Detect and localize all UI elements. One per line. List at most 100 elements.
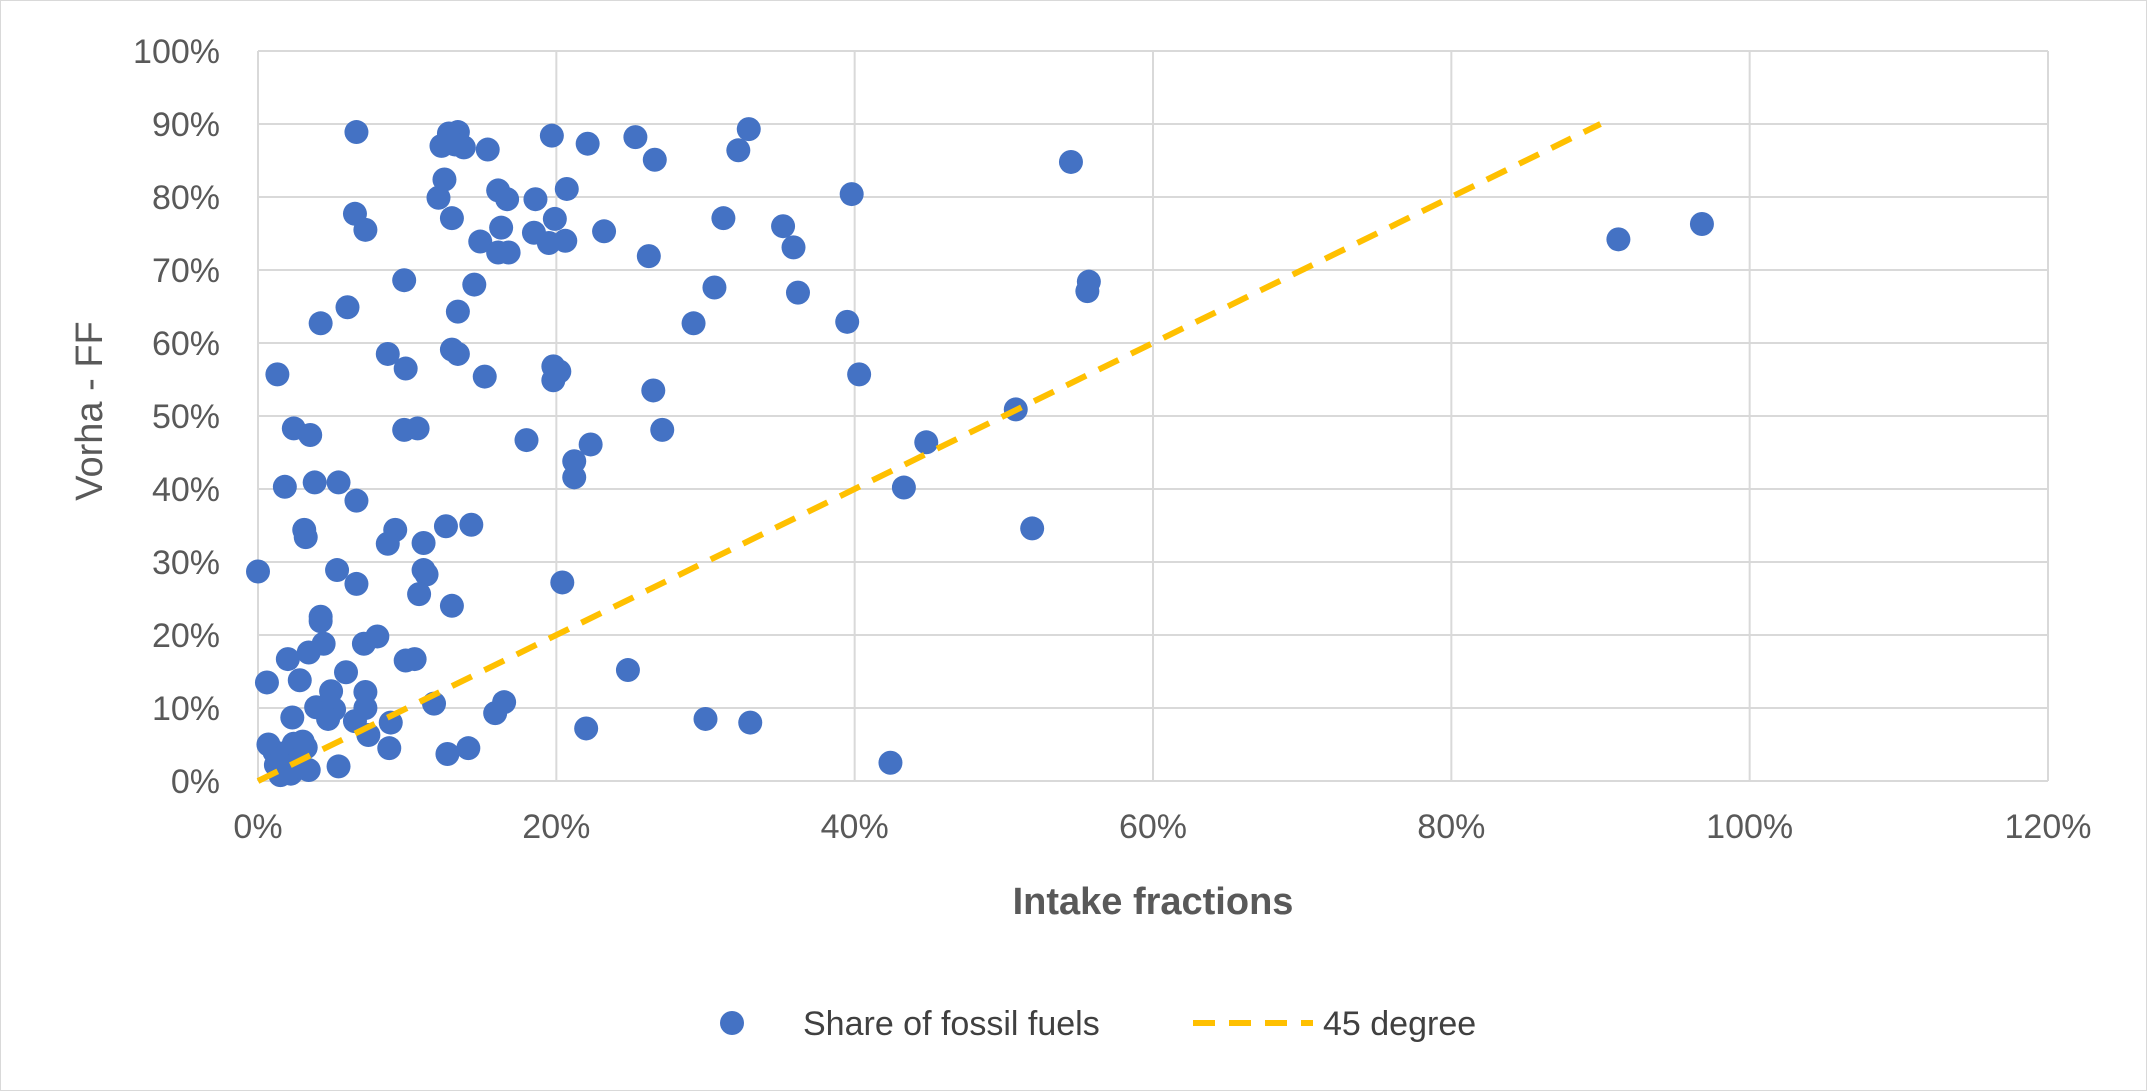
- x-tick-label: 40%: [821, 808, 889, 846]
- y-tick-label: 30%: [152, 544, 220, 582]
- data-point: [353, 217, 378, 242]
- x-tick-label: 100%: [1706, 808, 1793, 846]
- data-point: [1606, 227, 1631, 252]
- data-point: [562, 465, 587, 490]
- y-tick-label: 70%: [152, 252, 220, 290]
- data-point: [736, 117, 761, 142]
- legend-label-45-degree: 45 degree: [1323, 1005, 1476, 1043]
- data-point: [623, 125, 648, 150]
- data-point: [550, 570, 575, 595]
- data-point: [514, 428, 539, 453]
- data-point: [847, 362, 872, 387]
- data-point: [1058, 149, 1083, 174]
- data-point: [650, 417, 675, 442]
- y-tick-label: 40%: [152, 471, 220, 509]
- data-point: [542, 206, 567, 231]
- data-point: [475, 137, 500, 162]
- data-point: [891, 475, 916, 500]
- data-point: [771, 214, 796, 239]
- data-point: [302, 470, 327, 495]
- data-point: [445, 299, 470, 324]
- data-point: [393, 356, 418, 381]
- data-point: [554, 176, 579, 201]
- data-point: [439, 206, 464, 231]
- data-point: [1075, 279, 1100, 304]
- data-point: [344, 488, 369, 513]
- data-point: [402, 647, 427, 672]
- data-point: [468, 229, 493, 254]
- legend-label-share-of-fossil-fuels: Share of fossil fuels: [803, 1005, 1100, 1043]
- data-point: [433, 514, 458, 539]
- data-point: [726, 138, 751, 163]
- data-point: [693, 706, 718, 731]
- data-point: [316, 706, 341, 731]
- y-tick-label: 100%: [133, 33, 220, 71]
- data-point: [483, 701, 508, 726]
- y-tick-label: 20%: [152, 617, 220, 655]
- data-point: [553, 228, 578, 253]
- y-tick-label: 60%: [152, 325, 220, 363]
- data-point: [287, 668, 312, 693]
- x-tick-label: 20%: [522, 808, 590, 846]
- data-point: [365, 624, 390, 649]
- data-point: [785, 280, 810, 305]
- data-point: [432, 167, 457, 192]
- data-point: [489, 215, 514, 240]
- x-tick-label: 80%: [1417, 808, 1485, 846]
- data-point: [575, 131, 600, 156]
- data-point: [378, 710, 403, 735]
- data-point: [574, 716, 599, 741]
- data-point: [311, 631, 336, 656]
- data-point: [781, 235, 806, 260]
- axes: 0% 10% 20% 30% 40% 50% 60% 70% 80% 90% 100% 0% 20% 40…: [133, 33, 2091, 846]
- data-point: [375, 341, 400, 366]
- data-point: [702, 275, 727, 300]
- y-tick-label: 80%: [152, 179, 220, 217]
- data-point: [495, 187, 520, 212]
- data-point: [280, 705, 305, 730]
- data-point: [592, 219, 617, 244]
- data-point: [451, 135, 476, 160]
- data-point: [615, 658, 640, 683]
- data-point: [246, 559, 270, 584]
- data-point: [835, 309, 860, 334]
- y-axis-title: Vorha - FF: [69, 321, 111, 501]
- data-point: [326, 754, 351, 779]
- data-point: [254, 670, 279, 695]
- x-tick-label: 0%: [233, 808, 282, 846]
- data-point: [681, 311, 706, 336]
- data-point: [878, 750, 903, 775]
- data-point: [541, 368, 566, 393]
- data-point: [335, 295, 360, 320]
- data-point: [325, 558, 350, 583]
- data-point: [308, 609, 333, 634]
- data-point: [435, 741, 460, 766]
- data-point: [445, 341, 470, 366]
- x-tick-label: 120%: [2005, 808, 2092, 846]
- plot-series: [246, 117, 1714, 788]
- data-point: [275, 647, 300, 672]
- data-point: [377, 736, 402, 761]
- data-point: [539, 123, 564, 148]
- legend: Share of fossil fuels 45 degree: [720, 1005, 1476, 1043]
- data-point: [711, 206, 736, 231]
- data-point: [411, 531, 436, 556]
- data-point: [578, 432, 603, 457]
- data-point: [839, 182, 864, 207]
- data-point: [298, 422, 323, 447]
- data-point: [375, 531, 400, 556]
- data-point: [405, 416, 430, 441]
- data-point: [344, 571, 369, 596]
- data-point: [392, 268, 417, 293]
- y-tick-label: 50%: [152, 398, 220, 436]
- data-point: [407, 582, 432, 607]
- data-point: [642, 147, 667, 172]
- data-point: [462, 272, 487, 297]
- data-point: [1689, 212, 1714, 237]
- x-tick-label: 60%: [1119, 808, 1187, 846]
- data-point: [344, 120, 369, 145]
- data-point: [414, 562, 439, 587]
- data-point: [439, 593, 464, 618]
- data-point: [326, 470, 351, 495]
- data-point: [496, 240, 521, 265]
